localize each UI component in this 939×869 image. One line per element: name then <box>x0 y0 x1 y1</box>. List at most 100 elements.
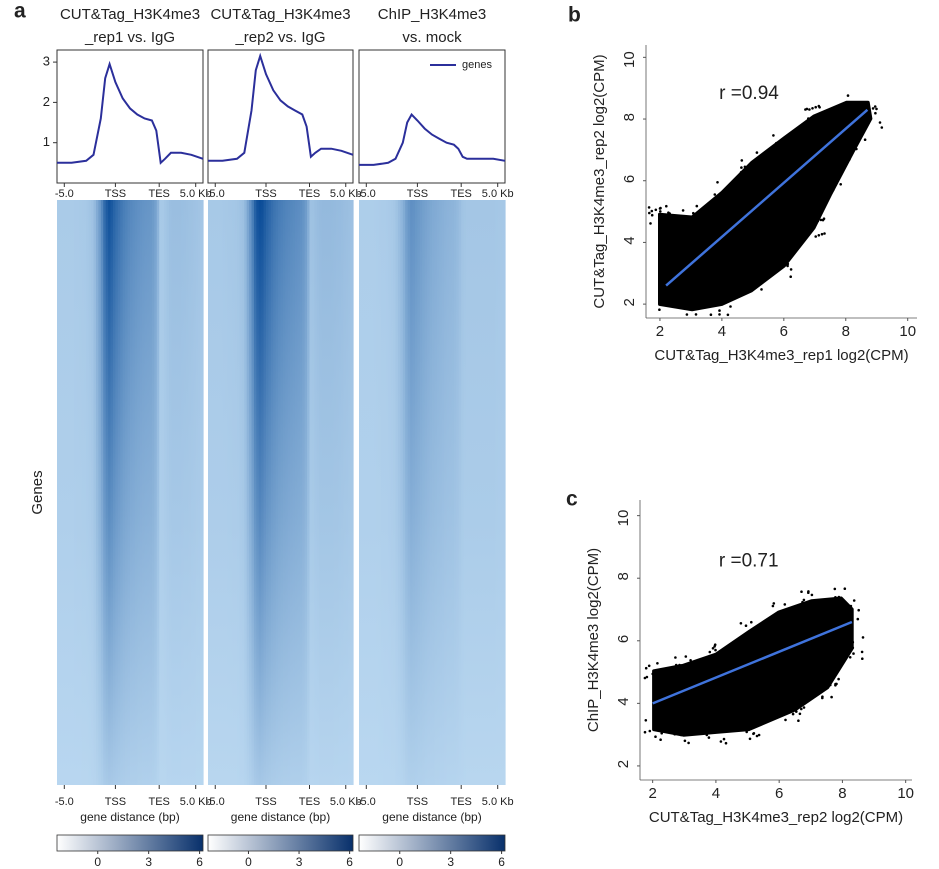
heatmap-column <box>495 200 499 785</box>
point <box>848 656 852 659</box>
point <box>718 313 721 316</box>
point <box>866 107 870 111</box>
point <box>852 652 855 655</box>
heatmap-column <box>139 200 143 785</box>
point <box>724 741 728 745</box>
heatmap-column <box>275 200 279 785</box>
point <box>651 672 654 676</box>
point <box>718 303 722 306</box>
point <box>716 663 720 666</box>
x-tick-label: 5.0 Kb <box>180 796 212 808</box>
heatmap-column <box>93 200 97 785</box>
y-tick-label: 4 <box>621 236 638 244</box>
point <box>689 659 692 662</box>
point <box>679 733 683 737</box>
point <box>681 223 684 227</box>
heatmap-column <box>154 200 158 785</box>
fit-line <box>665 108 869 287</box>
heatmap-column <box>400 200 404 785</box>
heatmap-column <box>368 200 372 785</box>
point <box>780 264 783 268</box>
point <box>647 206 651 209</box>
heatmap-column <box>461 200 465 785</box>
point <box>713 645 716 648</box>
point <box>789 275 792 279</box>
heatmap-column <box>190 200 194 785</box>
point <box>833 607 837 610</box>
heatmap-column <box>414 200 418 785</box>
point <box>791 712 795 716</box>
point <box>831 188 835 192</box>
point <box>683 739 687 743</box>
x-tick-label: TES <box>148 796 169 808</box>
point <box>741 724 744 728</box>
colorbar-tick-label: 0 <box>94 855 101 869</box>
point <box>654 208 658 212</box>
point <box>786 262 790 266</box>
heatmap-column <box>316 200 320 785</box>
colorbar <box>207 834 354 852</box>
heatmap-column <box>270 200 274 785</box>
heatmap-column <box>181 200 185 785</box>
point <box>676 673 680 677</box>
heatmap-column <box>164 200 168 785</box>
heatmap-column <box>444 200 448 785</box>
point <box>820 608 823 611</box>
point <box>656 662 659 665</box>
point <box>772 266 776 270</box>
point <box>878 121 882 124</box>
heatmap-column <box>220 200 224 785</box>
heatmap-column <box>424 200 428 785</box>
point <box>711 647 715 650</box>
heatmap-column <box>122 200 126 785</box>
point <box>706 662 710 666</box>
point <box>817 104 821 108</box>
heatmap-column <box>500 200 504 785</box>
heatmap-column <box>200 200 204 785</box>
point <box>783 616 787 619</box>
heatmap-column <box>419 200 423 785</box>
x-tick-label: 2 <box>648 785 656 802</box>
point <box>852 599 856 602</box>
heatmap-column <box>261 200 265 785</box>
heatmap-column <box>86 200 90 785</box>
point <box>780 618 784 622</box>
heatmap-column <box>258 200 262 785</box>
point <box>822 203 825 206</box>
point <box>837 595 841 599</box>
point <box>857 106 861 109</box>
point <box>674 656 677 659</box>
point <box>760 288 763 291</box>
x-tick-label: -5.0 <box>206 796 225 808</box>
heatmap <box>208 200 354 785</box>
point <box>772 134 775 137</box>
fit-line <box>652 620 853 705</box>
point <box>855 147 858 151</box>
heatmap-column <box>244 200 248 785</box>
point <box>710 295 714 299</box>
x-tick-label: TES <box>299 188 320 200</box>
point <box>684 302 687 305</box>
point <box>757 733 761 737</box>
heatmap-column <box>246 200 250 785</box>
point <box>787 708 791 712</box>
heatmap-column <box>185 200 189 785</box>
point <box>699 301 702 304</box>
point <box>659 669 663 672</box>
heatmap-column <box>333 200 337 785</box>
point <box>783 609 786 612</box>
point <box>750 634 753 638</box>
point <box>857 608 860 612</box>
heatmap-column <box>483 200 487 785</box>
heatmap-column <box>171 200 175 785</box>
x-tick-label: 6 <box>780 323 788 340</box>
heatmap-column <box>490 200 494 785</box>
point <box>729 305 732 308</box>
point <box>678 668 681 671</box>
point <box>819 218 823 222</box>
point <box>728 185 732 188</box>
point <box>781 258 785 262</box>
heatmap-column <box>217 200 221 785</box>
